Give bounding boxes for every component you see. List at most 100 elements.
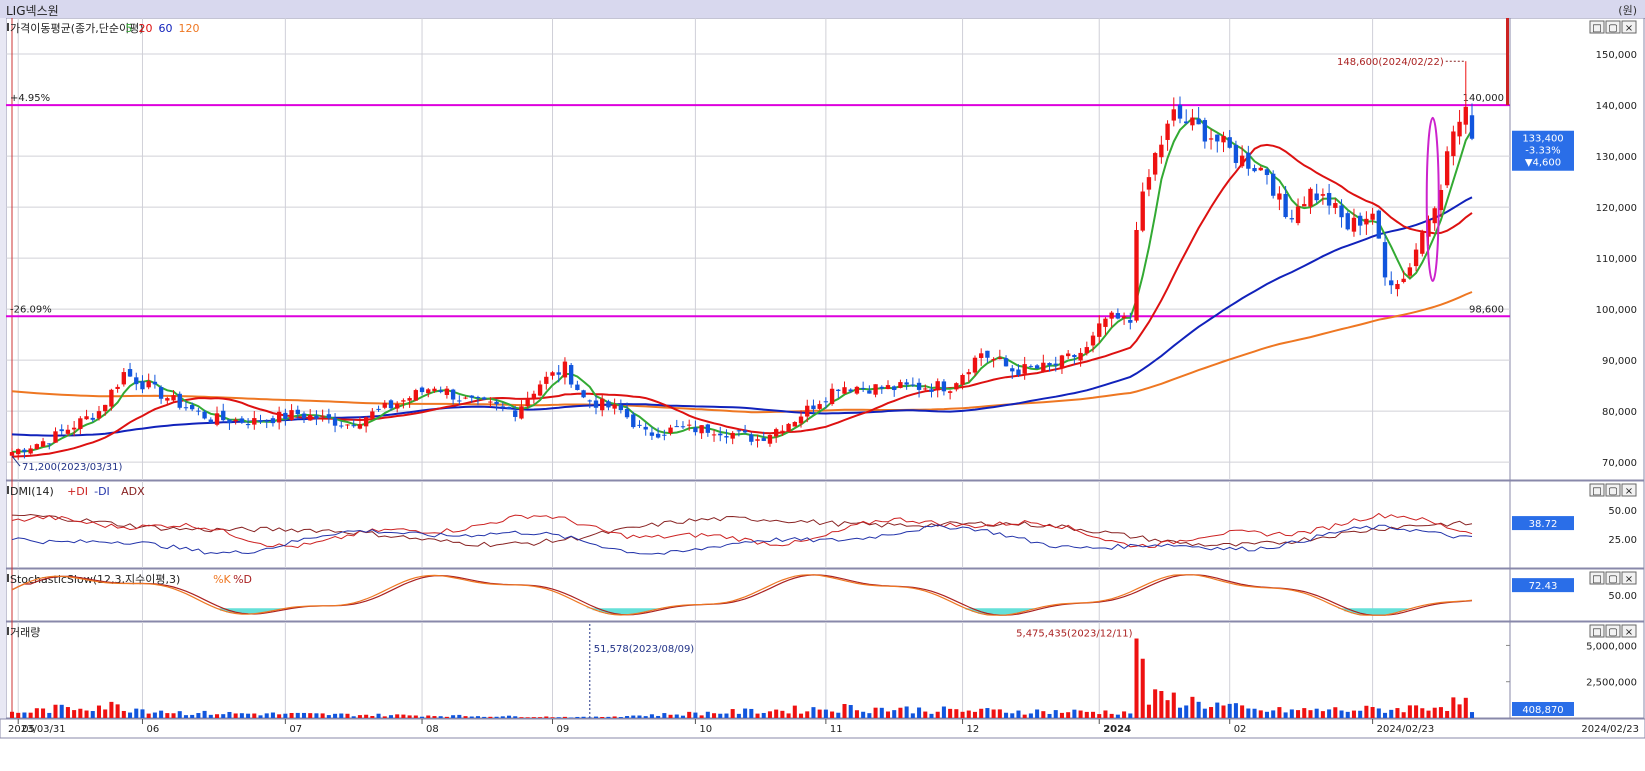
unit-label: (원) bbox=[1618, 4, 1637, 17]
volume-bar bbox=[1258, 710, 1263, 718]
candle-body bbox=[413, 390, 419, 401]
volume-bar bbox=[979, 708, 984, 718]
volume-bar bbox=[1221, 705, 1226, 718]
volume-bar bbox=[401, 714, 406, 718]
volume-bar bbox=[997, 709, 1002, 718]
panel-control-button[interactable]: × bbox=[1621, 624, 1637, 638]
volume-bar bbox=[811, 707, 816, 718]
volume-bar bbox=[712, 713, 717, 718]
candle-body bbox=[283, 412, 288, 420]
volume-bar bbox=[1383, 712, 1388, 718]
volume-bar bbox=[972, 711, 977, 718]
candle-body bbox=[1128, 319, 1133, 323]
volume-bar bbox=[1289, 709, 1294, 718]
panel-button-glyph: ▢ bbox=[1608, 574, 1617, 585]
candle-body bbox=[1258, 167, 1263, 171]
volume-bar bbox=[183, 715, 188, 718]
panel-control-button[interactable]: ▢ bbox=[1605, 624, 1621, 638]
panel-control-button[interactable]: ▢ bbox=[1605, 483, 1621, 497]
candle-body bbox=[519, 406, 524, 419]
volume-bar bbox=[1128, 713, 1133, 718]
volume-bar bbox=[618, 717, 623, 718]
volume-bar bbox=[500, 716, 505, 718]
volume-bar bbox=[1140, 658, 1145, 718]
stoch-panel-label-1: %K bbox=[213, 573, 231, 586]
candle-body bbox=[668, 427, 673, 434]
panel-control-button[interactable]: × bbox=[1621, 571, 1637, 585]
candle-body bbox=[463, 397, 468, 399]
x-axis-tick-label: 2024/02/23 bbox=[1377, 724, 1435, 735]
candle-body bbox=[202, 411, 207, 419]
stock-chart[interactable]: 70,000 80,000 90,000 100,000 110,000 120,000 1… bbox=[0, 18, 1645, 771]
chart-window-titlebar: LIG넥스원 (원) bbox=[0, 0, 1645, 19]
volume-bar bbox=[59, 704, 64, 718]
volume-bar bbox=[718, 713, 723, 718]
volume-bar bbox=[72, 710, 77, 718]
volume-bar bbox=[1308, 710, 1313, 718]
volume-bar bbox=[1004, 712, 1009, 718]
candle-body bbox=[1221, 135, 1226, 143]
candle-body bbox=[1295, 206, 1301, 224]
candle-body bbox=[457, 400, 462, 402]
candle-body bbox=[475, 397, 481, 399]
panel-frame bbox=[5, 18, 1511, 481]
volume-bar bbox=[295, 712, 300, 718]
panel-control-button[interactable]: □ bbox=[1589, 483, 1605, 497]
volume-bar bbox=[283, 713, 288, 718]
candle-body bbox=[680, 426, 686, 428]
volume-bar bbox=[892, 710, 897, 718]
volume-bar bbox=[208, 714, 213, 718]
volume-bar bbox=[438, 716, 443, 718]
candle-body bbox=[898, 382, 903, 388]
volume-bar bbox=[600, 717, 605, 718]
candle-body bbox=[208, 419, 213, 423]
volume-bar bbox=[159, 710, 164, 718]
candle-body bbox=[1239, 155, 1245, 167]
panel-control-button[interactable]: × bbox=[1621, 483, 1637, 497]
candle-body bbox=[587, 400, 592, 402]
volume-bar bbox=[463, 716, 468, 718]
volume-bar bbox=[121, 710, 126, 718]
candle-body bbox=[16, 449, 21, 455]
volume-current-value: 408,870 bbox=[1522, 705, 1563, 716]
panel-control-button[interactable]: ▢ bbox=[1605, 20, 1621, 34]
x-axis-tick-label: 10 bbox=[699, 724, 712, 735]
volume-bar bbox=[1010, 713, 1015, 718]
candle-body bbox=[1420, 232, 1425, 254]
panel-button-glyph: ▢ bbox=[1608, 486, 1617, 497]
panel-control-button[interactable]: □ bbox=[1589, 20, 1605, 34]
candle-body bbox=[109, 389, 114, 407]
candle-body bbox=[301, 413, 307, 419]
volume-bar bbox=[395, 714, 400, 718]
candle-body bbox=[351, 425, 356, 427]
volume-bar bbox=[96, 705, 101, 718]
current-price-box bbox=[1512, 130, 1574, 171]
volume-bar bbox=[1165, 700, 1170, 718]
volume-bar bbox=[910, 713, 915, 718]
candle-body bbox=[823, 401, 829, 403]
panel-control-button[interactable]: □ bbox=[1589, 624, 1605, 638]
candle-body bbox=[1072, 355, 1077, 358]
volume-bar bbox=[1072, 709, 1077, 718]
candle-body bbox=[1208, 138, 1214, 140]
candle-body bbox=[991, 359, 996, 361]
panel-control-button[interactable]: □ bbox=[1589, 571, 1605, 585]
price-panel-label-1: 5 bbox=[126, 22, 133, 35]
volume-panel-marker bbox=[7, 627, 9, 635]
volume-bar bbox=[351, 716, 356, 718]
volume-bar bbox=[830, 711, 835, 718]
candle-body bbox=[842, 387, 847, 394]
panel-control-button[interactable]: ▢ bbox=[1605, 571, 1621, 585]
volume-bar bbox=[848, 705, 853, 718]
panel-control-button[interactable]: × bbox=[1621, 20, 1637, 34]
candle-body bbox=[1215, 134, 1220, 142]
volume-bar bbox=[1091, 711, 1096, 718]
candle-body bbox=[1289, 218, 1295, 220]
candle-body bbox=[270, 418, 276, 424]
volume-bar bbox=[1059, 712, 1064, 718]
volume-bar bbox=[817, 709, 822, 718]
volume-bar bbox=[948, 708, 953, 718]
volume-bar bbox=[9, 711, 15, 718]
candle-body bbox=[531, 393, 537, 399]
volume-bar bbox=[755, 713, 760, 718]
